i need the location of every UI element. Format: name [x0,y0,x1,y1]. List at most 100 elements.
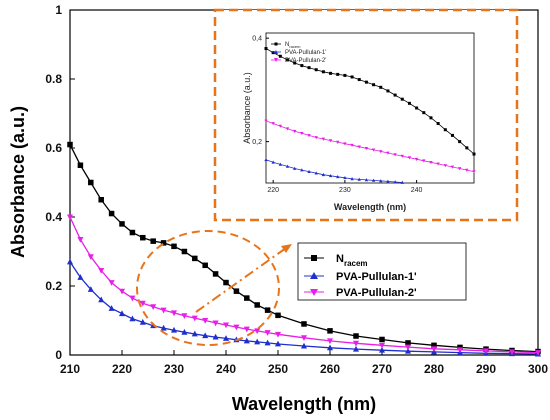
inset-data-point [429,160,433,165]
legend-label-nracem: Nracem [336,253,368,268]
main-data-point [264,339,271,346]
main-data-point [140,234,146,241]
inset-background [213,8,519,222]
inset-data-point [278,124,282,128]
main-x-tick-label: 300 [528,362,548,376]
inset-data-point [307,134,311,138]
main-x-tick-label: 280 [424,362,444,376]
main-data-point [300,335,308,342]
inset-data-point [379,179,383,183]
inset-legend-label-pva1: PVA-Pullulan-1' [285,50,326,56]
inset-zoom-panel: 0,2 0,4 220 230 240 Absorbance (a.u.) Wavel… [213,8,519,222]
main-data-point [274,340,282,347]
main-data-point [212,320,219,327]
inset-series-layer [264,47,476,184]
main-data-point [181,313,188,319]
inset-data-point [321,70,325,74]
inset-data-point [314,171,318,175]
inset-y-ticks: 0,2 0,4 [252,36,269,146]
main-data-point [150,238,156,244]
inset-data-point [436,122,440,126]
main-data-point [379,336,385,343]
inset-data-point [393,93,397,97]
main-data-point [139,318,146,325]
main-data-point [404,344,412,351]
inset-data-point [307,169,311,173]
inset-data-point [465,146,469,150]
inset-data-point [386,179,390,183]
main-data-point [67,141,73,148]
main-data-point [181,328,188,335]
inset-data-point [300,64,304,68]
main-data-point [254,328,261,335]
inset-data-point [458,140,462,144]
main-data-point [222,322,230,329]
main-y-tick-label: 0.8 [45,72,62,86]
main-x-tick-label: 270 [372,362,392,376]
main-data-point [212,271,219,277]
inset-legend-marker-triangle-up [274,50,278,54]
inset-data-point [450,165,455,169]
inset-data-point [278,54,282,58]
legend-label-pva2: PVA-Pullulan-2' [336,287,417,299]
inset-data-point [386,89,390,93]
main-data-point [108,305,115,311]
main-y-axis-title: Absorbance (a.u.) [8,106,28,258]
main-data-point [66,214,74,221]
legend-marker-square [311,255,317,261]
inset-data-point [436,162,440,166]
inset-data-point [286,58,290,62]
main-data-point [223,279,229,286]
main-data-point [482,348,490,355]
main-x-tick-label: 260 [320,362,340,376]
inset-plot-frame [265,32,475,184]
main-data-point [202,318,209,324]
inset-data-point [307,66,311,70]
inset-data-point [329,71,333,75]
inset-series-markers-0 [264,47,476,156]
inset-data-point [450,133,454,137]
legend-label-pva1: PVA-Pullulan-1' [336,271,417,283]
inset-legend-label-nracem-sub: racem [289,44,301,49]
main-data-point [431,342,437,349]
inset-data-point [271,122,275,126]
main-data-point [233,324,240,331]
main-data-point [212,333,219,340]
main-series-markers-1 [66,258,542,357]
main-data-point [98,268,105,274]
main-data-point [170,326,178,333]
inset-data-point [357,78,361,82]
inset-data-point [400,154,404,158]
main-x-tick-label: 220 [112,362,132,376]
inset-data-point [371,178,376,182]
main-data-point [300,342,308,349]
inset-data-point [386,151,390,155]
main-data-point [404,347,412,354]
inset-y-axis-title: Absorbance (a.u.) [242,72,252,144]
inset-y-tick-label: 0,4 [252,36,262,43]
inset-legend-marker-square [274,42,278,46]
inset-legend-label-nracem-main: N [285,42,289,48]
main-data-point [353,333,359,339]
inset-data-point [393,153,397,157]
inset-data-point [314,136,318,140]
inset-data-point [379,150,383,154]
main-data-point [202,262,208,269]
main-data-point [87,286,94,292]
main-data-point [534,350,542,356]
main-x-tick-label: 230 [164,362,184,376]
inset-data-point [293,61,297,65]
main-data-point [202,332,209,339]
inset-legend-marker-triangle-down [274,58,278,62]
zoom-pointer-line [195,247,287,313]
main-plot: 00.20.40.60.81 210 220 230 240 250 260 270 280 2… [8,3,548,414]
main-data-point [326,338,334,345]
inset-data-point [472,152,476,156]
inset-data-point [379,85,383,89]
inset-series-markers-1 [264,157,404,184]
main-data-point [191,330,198,337]
main-x-ticks: 210 220 230 240 250 260 270 280 290 300 [60,350,548,376]
main-data-point [129,295,136,302]
inset-data-point [372,83,376,87]
main-x-tick-label: 210 [60,362,80,376]
